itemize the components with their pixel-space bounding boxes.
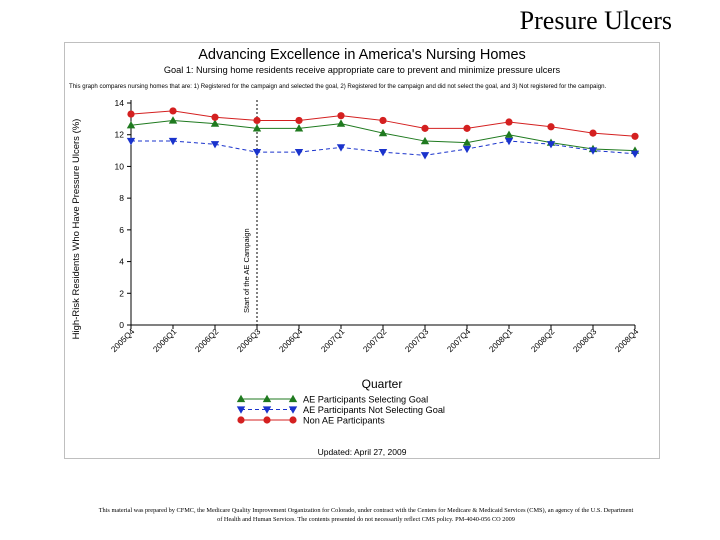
series-2-point: [252, 149, 262, 157]
x-tick-label: 2008Q1: [487, 327, 514, 354]
chart-note: This graph compares nursing homes that a…: [69, 83, 607, 90]
y-tick-label: 8: [119, 193, 124, 203]
y-axis-label: High-Risk Residents Who Have Pressure Ul…: [71, 119, 82, 340]
footer-disclaimer: This material was prepared by CFMC, the …: [98, 507, 634, 523]
updated-date: Updated: April 27, 2009: [318, 447, 407, 457]
x-tick-label: 2008Q3: [571, 327, 598, 354]
x-tick-label: 2005Q4: [109, 327, 136, 354]
series-2-point: [462, 145, 472, 154]
series-3-point: [421, 124, 429, 132]
legend-marker-1: [236, 394, 246, 403]
series-1-point: [126, 121, 136, 129]
legend-marker-2: [262, 406, 272, 414]
series-3-point: [127, 110, 135, 118]
legend-marker-1: [262, 394, 272, 403]
series-1-point: [210, 119, 220, 127]
series-3-point: [589, 129, 597, 137]
y-tick-label: 10: [115, 161, 125, 171]
x-tick-label: 2006Q4: [277, 327, 304, 354]
y-tick-label: 12: [115, 130, 125, 140]
series-1-point: [378, 128, 388, 137]
series-3-point: [631, 132, 639, 140]
legend-marker-1: [288, 394, 298, 403]
series-3-point: [295, 116, 303, 125]
series-3-point: [169, 107, 177, 115]
x-tick-label: 2008Q2: [529, 327, 556, 354]
series-2-point: [630, 150, 640, 158]
chart-title: Advancing Excellence in America's Nursin…: [198, 47, 526, 63]
legend-label-1: AE Participants Selecting Goal: [303, 395, 428, 405]
series-2-point: [546, 141, 556, 149]
series-3-point: [547, 123, 555, 131]
y-tick-label: 0: [119, 320, 124, 330]
legend-marker-3: [237, 416, 245, 424]
series-3-point: [211, 113, 219, 121]
series-2-point: [378, 149, 388, 157]
campaign-start-label: Start of the AE Campaign: [242, 228, 251, 313]
series-3-point: [253, 116, 261, 125]
x-tick-label: 2006Q1: [151, 327, 178, 354]
series-2-point: [336, 144, 346, 152]
chart-subtitle: Goal 1: Nursing home residents receive a…: [164, 65, 561, 75]
series-2-point: [588, 147, 598, 155]
x-tick-label: 2007Q4: [445, 327, 472, 354]
series-2-point: [126, 137, 136, 146]
legend-label-2: AE Participants Not Selecting Goal: [303, 405, 445, 415]
series-2-point: [294, 149, 304, 157]
series-1-point: [336, 119, 346, 127]
series-1-point: [462, 138, 472, 146]
y-tick-label: 14: [115, 98, 125, 108]
line-chart: Advancing Excellence in America's Nursin…: [69, 47, 641, 457]
x-tick-label: 2007Q1: [319, 327, 346, 354]
series-1-point: [504, 130, 514, 138]
series-1-point: [420, 136, 430, 145]
series-1-point: [294, 124, 304, 132]
y-tick-label: 2: [119, 288, 124, 298]
series-2-point: [504, 137, 514, 146]
legend-marker-3: [263, 416, 271, 424]
series-2-point: [420, 152, 430, 160]
x-tick-label: 2008Q4: [613, 327, 640, 354]
x-tick-label: 2007Q2: [361, 327, 388, 354]
y-tick-label: 4: [119, 257, 124, 267]
legend-label-3: Non AE Participants: [303, 416, 385, 426]
series-1-point: [252, 124, 262, 132]
series-3-point: [463, 124, 471, 132]
series-1-point: [168, 116, 178, 124]
x-tick-label: 2007Q3: [403, 327, 430, 354]
series-3-point: [505, 118, 513, 126]
chart-figure: Advancing Excellence in America's Nursin…: [64, 42, 660, 459]
x-tick-label: 2006Q2: [193, 327, 220, 354]
x-tick-label: 2006Q3: [235, 327, 262, 354]
legend-marker-2: [288, 406, 298, 414]
legend-marker-2: [236, 406, 246, 414]
y-tick-label: 6: [119, 225, 124, 235]
x-axis-label: Quarter: [362, 377, 403, 391]
series-3-point: [379, 116, 387, 125]
series-3-point: [337, 112, 345, 120]
series-2-point: [210, 141, 220, 149]
series-2-point: [168, 137, 178, 146]
slide-title: Presure Ulcers: [519, 6, 672, 35]
legend-marker-3: [289, 416, 297, 424]
